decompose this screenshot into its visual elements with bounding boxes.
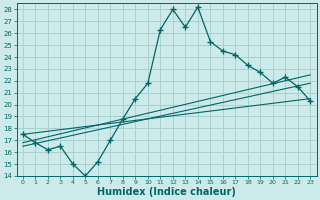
X-axis label: Humidex (Indice chaleur): Humidex (Indice chaleur) (97, 187, 236, 197)
